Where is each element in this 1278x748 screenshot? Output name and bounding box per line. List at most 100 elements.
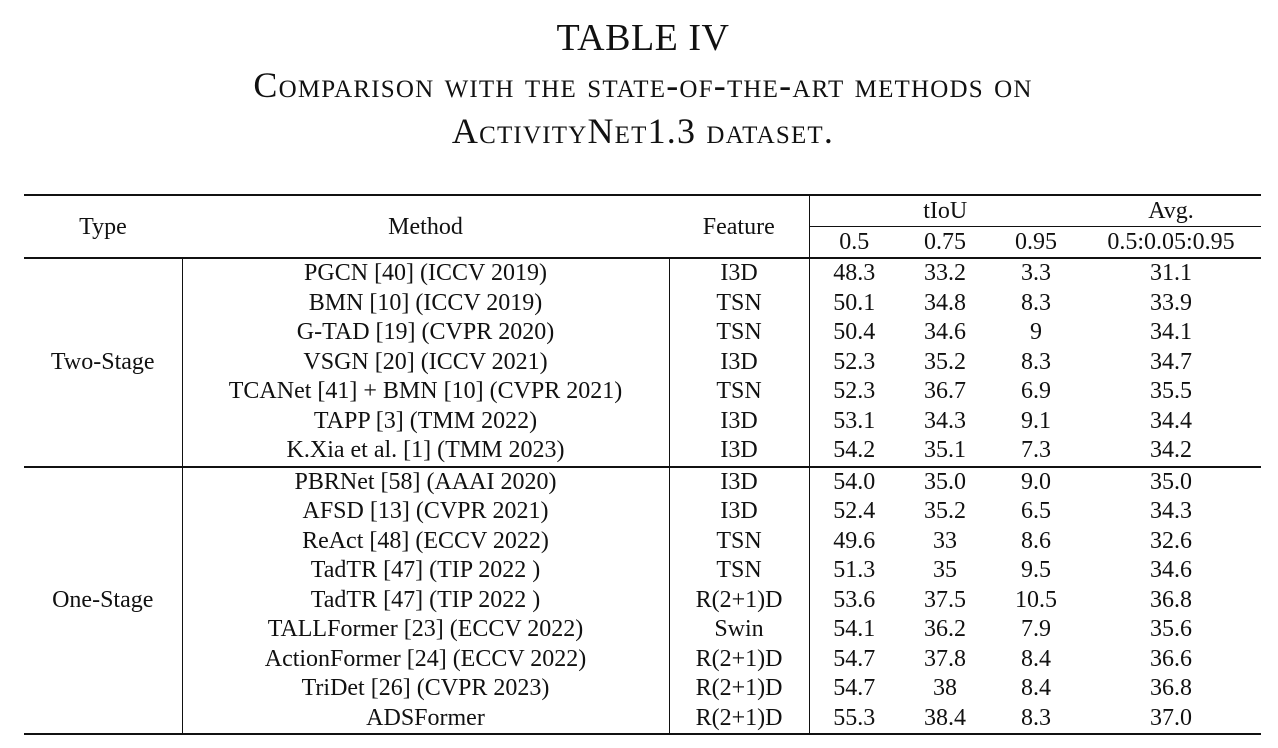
feature-cell: TSN bbox=[669, 556, 810, 586]
tiou-0.5-cell: 53.6 bbox=[833, 586, 876, 613]
tiou-0.5-cell: 51.3 bbox=[833, 557, 876, 583]
feature-cell: R(2+1)D bbox=[669, 585, 810, 615]
feature-cell: TSN bbox=[669, 288, 810, 318]
table-row: BMN [10] (ICCV 2019) TSN 50.1 34.8 8.3 33.9 bbox=[24, 288, 1261, 318]
tiou-0.5-cell: 55.3 bbox=[809, 703, 899, 735]
tiou-0.95-cell: 7.3 bbox=[1021, 437, 1051, 463]
avg-cell: 34.3 bbox=[1150, 498, 1193, 524]
tiou-0.95-cell: 8.6 bbox=[1021, 527, 1051, 554]
tiou-0.95-cell: 9.1 bbox=[1021, 407, 1051, 434]
feature-cell: I3D bbox=[669, 258, 810, 289]
avg-cell: 34.4 bbox=[1150, 407, 1193, 434]
feature-cell: TSN bbox=[669, 318, 810, 348]
tiou-0.5-cell: 50.4 bbox=[833, 319, 876, 345]
tiou-0.95-cell: 8.4 bbox=[1021, 675, 1051, 701]
tiou-0.5-cell: 53.1 bbox=[833, 407, 876, 434]
feature-cell: I3D bbox=[669, 406, 810, 436]
tiou-0.95-cell: 8.4 bbox=[1021, 645, 1051, 672]
method-cell: TriDet [26] (CVPR 2023) bbox=[182, 674, 670, 704]
tiou-0.5-cell: 49.6 bbox=[833, 527, 876, 554]
table-row: VSGN [20] (ICCV 2021) I3D 52.3 35.2 8.3 34.7 bbox=[24, 347, 1261, 377]
method-cell: ADSFormer bbox=[182, 703, 670, 735]
method-cell: G-TAD [19] (CVPR 2020) bbox=[182, 318, 670, 348]
method-cell: TadTR [47] (TIP 2022 ) bbox=[182, 585, 670, 615]
tiou-0.5-cell: 54.2 bbox=[833, 437, 876, 463]
feature-cell: TSN bbox=[669, 526, 810, 556]
tiou-0.95-cell: 6.5 bbox=[1021, 498, 1051, 524]
feature-cell: TSN bbox=[669, 377, 810, 407]
avg-cell: 33.9 bbox=[1150, 289, 1193, 316]
table-row: TriDet [26] (CVPR 2023) R(2+1)D 54.7 38 8.4 3… bbox=[24, 674, 1261, 704]
header-avg-range: 0.5:0.05:0.95 bbox=[1081, 226, 1262, 259]
table-caption-line-1: Comparison with the state-of-the-art met… bbox=[253, 65, 1033, 105]
header-tiou-0.5: 0.5 bbox=[809, 226, 899, 259]
tiou-0.75-cell: 35.2 bbox=[924, 348, 966, 375]
tiou-0.95-cell: 3.3 bbox=[1021, 260, 1051, 286]
group-type-cell: Two-Stage bbox=[24, 258, 183, 467]
feature-cell: I3D bbox=[669, 465, 810, 497]
header-feature: Feature bbox=[669, 195, 810, 259]
table-row: One-Stage PBRNet [58] (AAAI 2020) I3D 54.0 3… bbox=[24, 465, 1262, 735]
tiou-0.95-cell: 7.9 bbox=[1021, 616, 1051, 642]
tiou-0.95-cell: 8.3 bbox=[991, 703, 1082, 735]
feature-cell: Swin bbox=[669, 615, 810, 645]
table-row: TAPP [3] (TMM 2022) I3D 53.1 34.3 9.1 34.4 bbox=[24, 406, 1261, 436]
table-row: TadTR [47] (TIP 2022 ) TSN 51.3 35 9.5 34.6 bbox=[24, 556, 1261, 586]
method-cell: K.Xia et al. [1] (TMM 2023) bbox=[182, 436, 670, 467]
method-cell: TadTR [47] (TIP 2022 ) bbox=[182, 556, 670, 586]
tiou-0.75-cell: 35.0 bbox=[899, 465, 991, 497]
header-type: Type bbox=[24, 195, 182, 259]
tiou-0.5-cell: 52.3 bbox=[833, 348, 876, 375]
tiou-0.95-cell: 9 bbox=[1030, 319, 1042, 345]
tiou-0.75-cell: 34.6 bbox=[924, 319, 966, 345]
tiou-0.95-cell: 8.3 bbox=[1021, 289, 1051, 316]
tiou-0.95-cell: 9.0 bbox=[991, 465, 1082, 497]
results-table-body: Two-Stage PGCN [40] (ICCV 2019) I3D 48.3 33.… bbox=[24, 258, 1262, 735]
header-tiou-0.75: 0.75 bbox=[899, 226, 991, 259]
tiou-0.75-cell: 33.2 bbox=[924, 260, 966, 286]
tiou-0.5-cell: 52.4 bbox=[833, 498, 876, 524]
table-row: TCANet [41] + BMN [10] (CVPR 2021) TSN 52.… bbox=[24, 377, 1261, 407]
group-type-cell: One-Stage bbox=[24, 465, 183, 735]
feature-cell: R(2+1)D bbox=[669, 644, 810, 674]
tiou-0.75-cell: 36.7 bbox=[924, 378, 966, 404]
feature-cell: I3D bbox=[669, 497, 810, 527]
tiou-0.75-cell: 35.1 bbox=[924, 437, 966, 463]
table-row: TadTR [47] (TIP 2022 ) R(2+1)D 53.6 37.5 10.… bbox=[24, 585, 1261, 615]
tiou-0.5-cell: 54.7 bbox=[833, 645, 876, 672]
table-row: G-TAD [19] (CVPR 2020) TSN 50.4 34.6 9 34.1 bbox=[24, 318, 1261, 348]
method-cell: TAPP [3] (TMM 2022) bbox=[182, 406, 670, 436]
feature-cell: I3D bbox=[669, 347, 810, 377]
avg-cell: 36.8 bbox=[1150, 586, 1193, 613]
tiou-0.75-cell: 36.2 bbox=[924, 616, 966, 642]
method-cell: VSGN [20] (ICCV 2021) bbox=[182, 347, 670, 377]
method-cell: PGCN [40] (ICCV 2019) bbox=[182, 258, 670, 289]
table-row: Two-Stage PGCN [40] (ICCV 2019) I3D 48.3 33.… bbox=[24, 258, 1261, 467]
tiou-0.95-cell: 9.5 bbox=[1021, 557, 1051, 583]
tiou-0.75-cell: 35 bbox=[933, 557, 957, 583]
table-row: ReAct [48] (ECCV 2022) TSN 49.6 33 8.6 32.6 bbox=[24, 526, 1261, 556]
method-cell: AFSD [13] (CVPR 2021) bbox=[182, 497, 670, 527]
tiou-0.5-cell: 54.7 bbox=[833, 675, 876, 701]
avg-cell: 35.0 bbox=[1081, 465, 1262, 497]
tiou-0.75-cell: 38 bbox=[933, 675, 957, 701]
header-tiou-0.95: 0.95 bbox=[991, 226, 1082, 259]
feature-cell: I3D bbox=[669, 436, 810, 467]
table-row: ADSFormer R(2+1)D 55.3 38.4 8.3 37.0 bbox=[24, 703, 1262, 735]
tiou-0.5-cell: 48.3 bbox=[833, 260, 876, 286]
table-row: ActionFormer [24] (ECCV 2022) R(2+1)D 54.7… bbox=[24, 644, 1261, 674]
table-row: K.Xia et al. [1] (TMM 2023) I3D 54.2 35.1 7.… bbox=[24, 436, 1261, 467]
tiou-0.75-cell: 37.8 bbox=[924, 645, 966, 672]
results-table: Type Method Feature tIoU Avg. 0.5 0.75 0… bbox=[24, 194, 1262, 735]
tiou-0.5-cell: 50.1 bbox=[833, 289, 876, 316]
avg-cell: 36.8 bbox=[1150, 675, 1193, 701]
tiou-0.95-cell: 6.9 bbox=[1021, 378, 1051, 404]
avg-cell: 35.6 bbox=[1150, 616, 1193, 642]
avg-cell: 34.6 bbox=[1150, 557, 1193, 583]
avg-cell: 35.5 bbox=[1150, 378, 1193, 404]
table-number: TABLE IV bbox=[556, 17, 730, 59]
header-avg: Avg. bbox=[1081, 195, 1262, 227]
method-cell: ActionFormer [24] (ECCV 2022) bbox=[182, 644, 670, 674]
tiou-0.75-cell: 33 bbox=[933, 527, 957, 554]
